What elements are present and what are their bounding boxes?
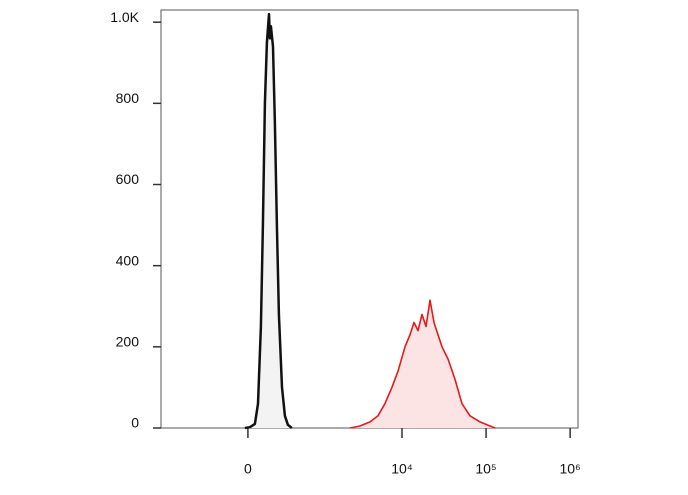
histogram-fill bbox=[350, 300, 495, 428]
x-tick-label: 10⁴ bbox=[391, 461, 413, 477]
x-tick-label: 10⁵ bbox=[475, 461, 496, 477]
x-tick-label: 10⁶ bbox=[559, 461, 580, 477]
y-tick-label: 1.0K bbox=[110, 9, 139, 25]
y-tick-label: 800 bbox=[116, 90, 140, 106]
plot-frame bbox=[160, 9, 579, 429]
x-tick-label: 0 bbox=[244, 461, 252, 477]
histogram-line bbox=[244, 12, 293, 430]
y-tick-label: 600 bbox=[116, 171, 140, 187]
y-tick-label: 0 bbox=[131, 415, 139, 431]
y-tick-label: 400 bbox=[116, 252, 140, 268]
y-tick-label: 200 bbox=[116, 334, 140, 350]
histogram-fill bbox=[244, 14, 292, 428]
histogram-line bbox=[349, 299, 496, 429]
